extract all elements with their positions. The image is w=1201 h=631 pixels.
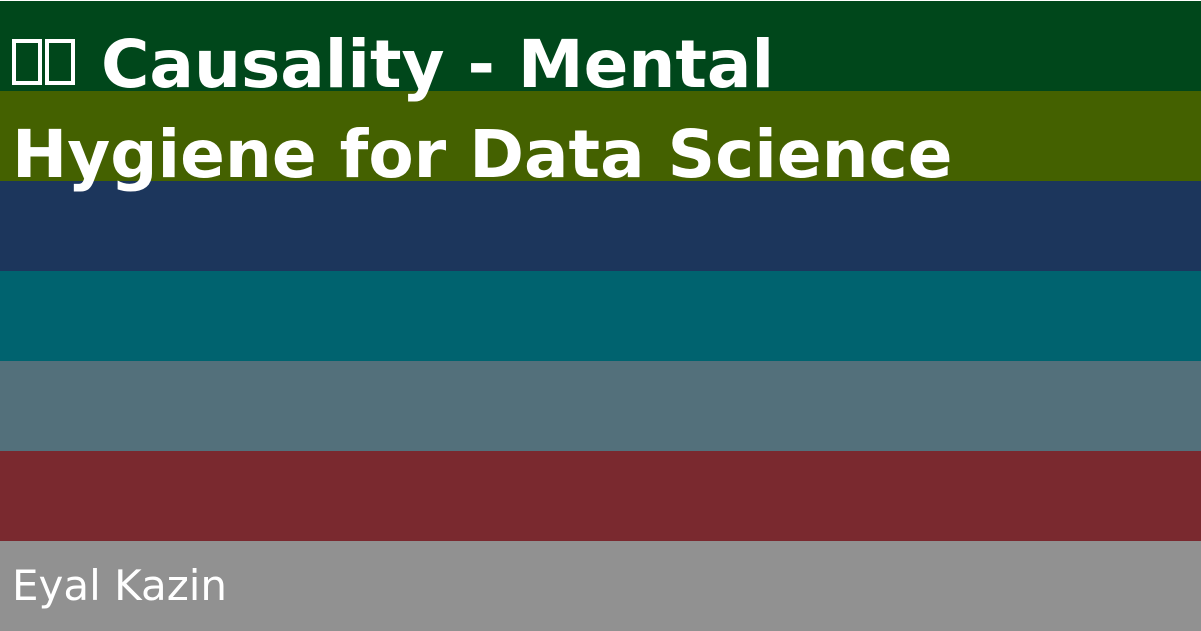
title-line-2: Hygiene for Data Science <box>12 116 953 193</box>
author-name: Eyal Kazin <box>12 561 228 610</box>
stripe-maroon <box>0 451 1201 541</box>
page-title: Causality - Mental Hygiene for Data Scie… <box>12 20 1012 200</box>
unsupported-glyph-icon <box>12 39 42 85</box>
stripe-olive-green <box>0 91 1201 181</box>
title-text-line-1: Causality - Mental <box>100 26 775 103</box>
stripe-dark-green <box>0 1 1201 91</box>
title-line-1: Causality - Mental <box>12 20 1012 110</box>
stripe-navy <box>0 181 1201 271</box>
stripe-slate <box>0 361 1201 451</box>
unsupported-glyph-icon <box>45 39 75 85</box>
stripe-gray <box>0 541 1201 631</box>
stripe-teal <box>0 271 1201 361</box>
